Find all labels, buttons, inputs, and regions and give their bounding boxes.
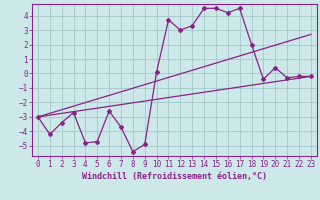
X-axis label: Windchill (Refroidissement éolien,°C): Windchill (Refroidissement éolien,°C) (82, 172, 267, 181)
